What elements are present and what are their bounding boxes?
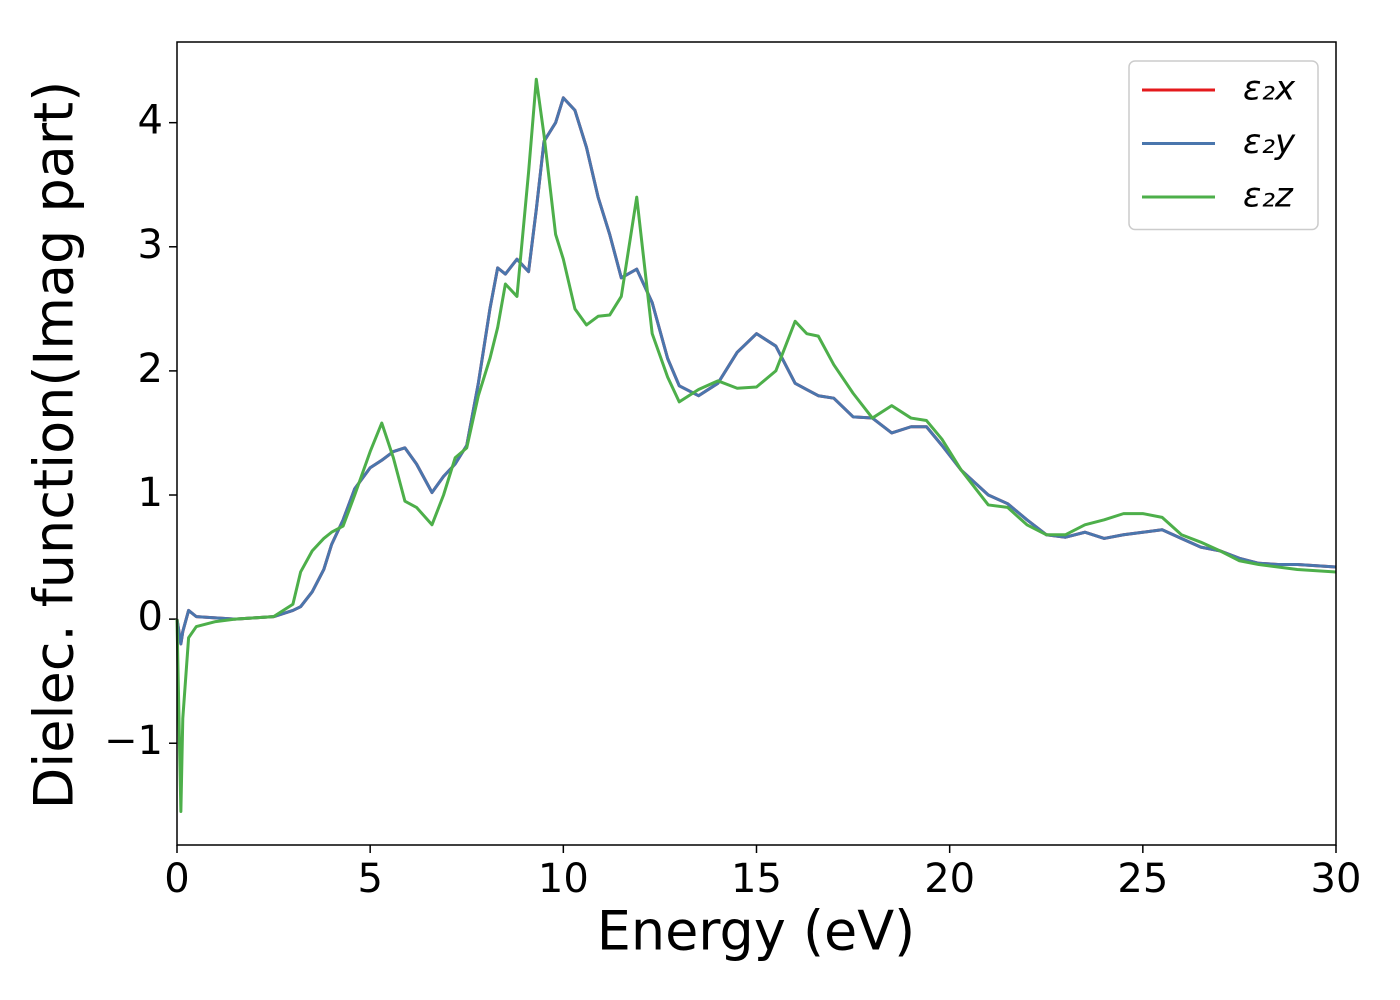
legend-label: ε₂x <box>1243 69 1296 109</box>
data-line <box>175 96 1337 646</box>
x-tick-label: 15 <box>731 856 782 902</box>
y-axis-label: Dielec. function(Imag part) <box>23 81 86 810</box>
x-tick-label: 10 <box>538 856 589 902</box>
x-tick-label: 25 <box>1117 856 1168 902</box>
x-axis-label: Energy (eV) <box>597 900 916 963</box>
legend-label: ε₂y <box>1243 122 1296 162</box>
legend-label: ε₂z <box>1243 176 1294 216</box>
x-tick-label: 30 <box>1311 856 1362 902</box>
x-tick-label: 5 <box>357 856 382 902</box>
y-tick-label: 2 <box>138 346 163 392</box>
x-tick-label: 20 <box>924 856 975 902</box>
legend-box <box>1128 60 1319 231</box>
x-tick-label: 0 <box>164 856 189 902</box>
y-tick-label: −1 <box>104 718 163 764</box>
y-tick-label: 3 <box>138 222 163 268</box>
y-tick-label: 1 <box>138 470 163 516</box>
plot-frame <box>176 41 1337 846</box>
y-tick-label: 0 <box>138 594 163 640</box>
y-tick-label: 4 <box>138 98 163 144</box>
data-line <box>175 77 1337 813</box>
